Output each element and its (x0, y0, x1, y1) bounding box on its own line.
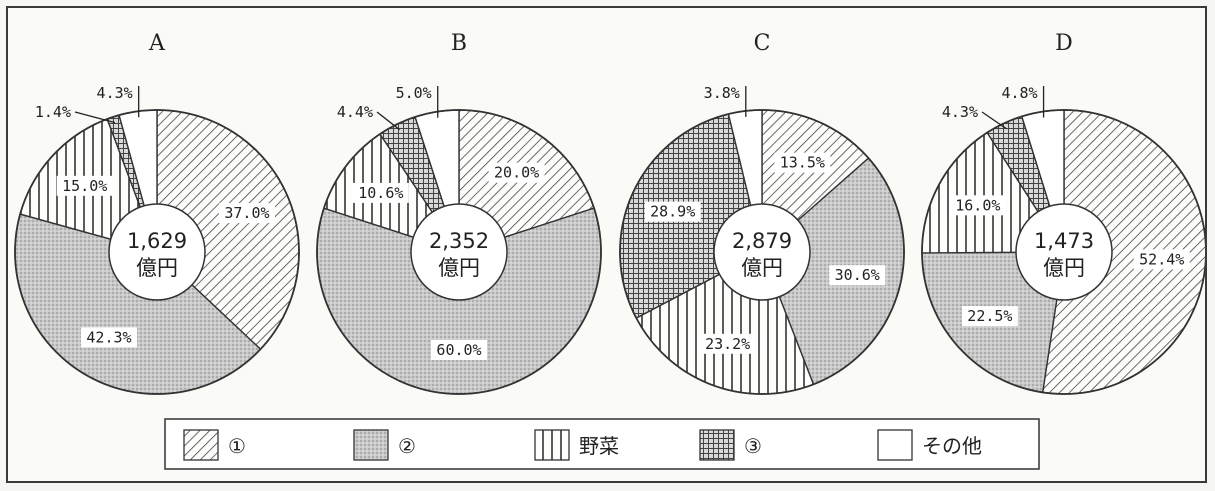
legend-label: その他 (922, 434, 982, 458)
donut-hole (1015, 203, 1113, 301)
slice-value-label: 23.2% (705, 335, 750, 353)
slice-value-label: 3.8% (704, 84, 740, 102)
pie-outline (619, 109, 905, 395)
slice-label-bg (218, 203, 275, 224)
slice-value-label: 13.5% (780, 154, 825, 172)
slice-value-label: 1.4% (35, 103, 71, 121)
slice-label-bg (488, 162, 545, 183)
slice-label-bg (1133, 249, 1190, 270)
center-total-label: 1,473 (1034, 229, 1094, 253)
slice-value-label: 22.5% (967, 307, 1012, 325)
slice-value-label: 10.6% (358, 184, 403, 202)
slice-value-label: 4.8% (1001, 84, 1037, 102)
slice-value-label: 15.0% (62, 177, 107, 195)
slice-label-bg (56, 175, 113, 196)
center-total-label: 2,879 (732, 229, 792, 253)
pie-chart-B: B 2,352 億円 20.0% 60.0% 10.6% 4.4% 5.0% (316, 31, 602, 395)
legend-label: ② (398, 434, 416, 458)
pie-chart-D: D 1,473 億円 52.4% 22.5% 16.0% 4.3% 4.8% (921, 31, 1205, 395)
donut-hole (713, 203, 811, 301)
slice-value-label: 37.0% (224, 204, 269, 222)
slice-value-label: 60.0% (436, 341, 481, 359)
slice-value-label: 4.3% (97, 84, 133, 102)
slice-value-label: 52.4% (1139, 250, 1184, 268)
slice-value-label: 42.3% (86, 328, 131, 346)
slice-value-label: 4.3% (942, 103, 978, 121)
center-total-label: 2,352 (429, 229, 489, 253)
slice-label-bg (774, 152, 831, 173)
center-total-label: 億円 (136, 256, 178, 280)
leader-line (74, 111, 116, 124)
legend-swatch (183, 429, 219, 461)
slice-label-bg (961, 306, 1018, 327)
pie-outline (14, 109, 300, 395)
slice-label-bg (949, 195, 1006, 216)
leader-line (376, 111, 400, 131)
slice-value-label: 16.0% (955, 196, 1000, 214)
legend-swatch (353, 429, 389, 461)
chart-title: A (148, 31, 166, 56)
legend-swatch (877, 429, 913, 461)
slice-label-bg (644, 201, 701, 222)
slice-label-bg (431, 340, 487, 360)
slice-label-bg (699, 333, 756, 354)
chart-title: C (754, 31, 771, 56)
center-total-label: 億円 (741, 256, 783, 280)
leader-line (981, 111, 1007, 130)
slice-value-label: 5.0% (396, 84, 432, 102)
donut-hole (108, 203, 206, 301)
legend-label: ① (228, 434, 246, 458)
chart-title: D (1055, 31, 1073, 56)
slice-value-label: 20.0% (494, 164, 539, 182)
center-total-label: 億円 (438, 256, 480, 280)
slice-label-bg (829, 265, 886, 286)
legend-label: ③ (744, 434, 762, 458)
donut-charts: A 1,629 億円 37.0% 42.3% 15.0% 1.4% 4.3% B 2,352 億円 2… (14, 31, 1205, 470)
legend-swatch (699, 429, 735, 461)
chart-title: B (451, 31, 467, 56)
pie-chart-C: C 2,879 億円 13.5% 30.6% 23.2% 28.9% 3.8% (619, 31, 905, 395)
pie-chart-A: A 1,629 億円 37.0% 42.3% 15.0% 1.4% 4.3% (14, 31, 300, 395)
center-total-label: 1,629 (127, 229, 187, 253)
pie-outline (921, 109, 1205, 395)
legend-swatch (534, 429, 570, 461)
center-total-label: 億円 (1043, 256, 1085, 280)
slice-value-label: 30.6% (835, 266, 880, 284)
slice-value-label: 28.9% (650, 203, 695, 221)
pie-outline (316, 109, 602, 395)
slice-value-label: 4.4% (337, 103, 373, 121)
chart-frame: A 1,629 億円 37.0% 42.3% 15.0% 1.4% 4.3% B 2,352 億円 2… (6, 6, 1207, 483)
slice-label-bg (352, 182, 409, 203)
donut-hole (410, 203, 508, 301)
legend: ① ② 野菜 ③ その他 (164, 418, 1040, 470)
slice-label-bg (80, 327, 137, 348)
legend-label: 野菜 (579, 434, 619, 458)
